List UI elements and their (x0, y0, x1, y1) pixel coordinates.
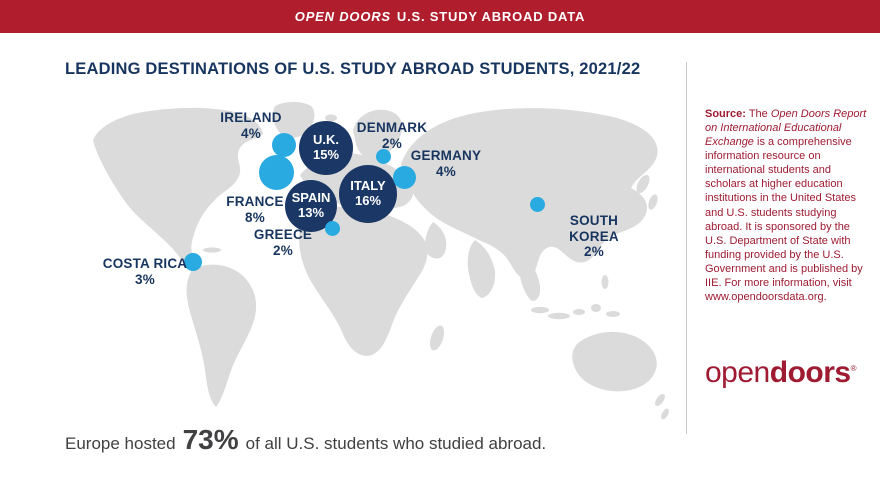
island-japan-1 (636, 174, 650, 194)
island-iceland (325, 114, 337, 122)
label-france-pct: 8% (245, 209, 265, 225)
bubble-france (259, 155, 294, 190)
bubble-south-korea (530, 197, 545, 212)
label-ireland-name: IRELAND (220, 110, 282, 125)
island-madagascar (430, 325, 444, 351)
bubble-costa-rica (184, 253, 202, 271)
page-title: LEADING DESTINATIONS OF U.S. STUDY ABROA… (65, 60, 641, 78)
label-germany-pct: 4% (436, 163, 456, 179)
bubble-ireland (272, 133, 296, 157)
bubble-spain-name: SPAIN (291, 190, 331, 206)
label-costa-rica: COSTA RICA 3% (100, 256, 190, 287)
logo-open: open (705, 356, 770, 389)
region-southeast-asia (519, 260, 541, 301)
label-south-korea-name: SOUTH KOREA (569, 213, 619, 244)
region-arabia (424, 222, 447, 259)
island-new-zealand-1 (655, 393, 665, 407)
world-bubble-map: U.K. 15% ITALY 16% SPAIN 13% IRELAND 4% … (85, 100, 670, 425)
continent-asia (401, 108, 658, 279)
label-denmark: DENMARK 2% (356, 120, 428, 151)
label-germany-name: GERMANY (410, 148, 482, 163)
island-indonesia-1 (531, 306, 549, 314)
bubble-italy-name: ITALY (350, 178, 386, 194)
label-france: FRANCE 8% (219, 194, 291, 225)
island-indonesia-5 (606, 311, 620, 317)
label-greece-name: GREECE (253, 227, 313, 242)
island-caribbean (203, 247, 221, 253)
continent-africa (299, 206, 428, 356)
label-greece-pct: 2% (273, 242, 293, 258)
bubble-denmark (376, 149, 391, 164)
logo-doors: doors (769, 356, 851, 389)
registered-mark-icon: ® (850, 364, 857, 373)
source-paragraph: Source: The Open Doors Report on Interna… (705, 107, 867, 304)
banner-title: U.S. STUDY ABROAD DATA (396, 9, 586, 24)
opendoors-logo: opendoors® (705, 356, 857, 390)
source-report-title: Open Doors Report on International Educa… (705, 108, 867, 149)
label-costa-rica-pct: 3% (135, 271, 155, 287)
source-pre: The (745, 108, 771, 120)
bubble-germany (393, 166, 416, 189)
bubble-italy-pct: 16% (354, 193, 382, 208)
island-japan-2 (648, 194, 658, 210)
continent-south-america (186, 264, 257, 407)
island-indonesia-4 (591, 304, 601, 312)
bubble-italy: ITALY 16% (339, 165, 397, 223)
bubble-uk-pct: 15% (312, 147, 340, 162)
island-indonesia-2 (548, 312, 570, 320)
europe-stat: 73% (182, 424, 239, 455)
bubble-uk: U.K. 15% (299, 121, 353, 175)
island-indonesia-3 (573, 309, 585, 315)
island-philippines (601, 275, 609, 289)
vertical-divider (686, 62, 687, 434)
region-india (467, 240, 496, 298)
bubble-uk-name: U.K. (313, 132, 339, 148)
label-south-korea-pct: 2% (584, 244, 604, 260)
continent-north-america (93, 107, 263, 268)
label-ireland: IRELAND 4% (201, 110, 301, 141)
banner-brand: OPEN DOORS (294, 9, 391, 24)
bubble-greece (325, 221, 340, 236)
label-germany: GERMANY 4% (410, 148, 482, 179)
label-france-name: FRANCE (226, 194, 284, 209)
label-denmark-pct: 2% (382, 135, 402, 151)
top-banner: OPEN DOORS U.S. STUDY ABROAD DATA (0, 0, 880, 33)
footnote: Europe hosted 73% of all U.S. students w… (65, 424, 546, 456)
island-new-zealand-2 (661, 408, 669, 420)
source-label: Source: (705, 108, 746, 120)
label-costa-rica-name: COSTA RICA (102, 256, 188, 271)
footnote-suffix: of all U.S. students who studied abroad. (245, 434, 547, 453)
island-greenland (272, 101, 315, 138)
bubble-spain-pct: 13% (297, 205, 325, 220)
label-ireland-pct: 4% (241, 125, 261, 141)
continent-australia (572, 331, 657, 392)
source-rest: is a comprehensive information resource … (705, 136, 863, 304)
label-denmark-name: DENMARK (356, 120, 428, 135)
label-south-korea: SOUTH KOREA 2% (544, 213, 644, 260)
label-greece: GREECE 2% (247, 227, 319, 258)
footnote-prefix: Europe hosted (65, 434, 176, 453)
region-scandinavia (353, 109, 403, 161)
